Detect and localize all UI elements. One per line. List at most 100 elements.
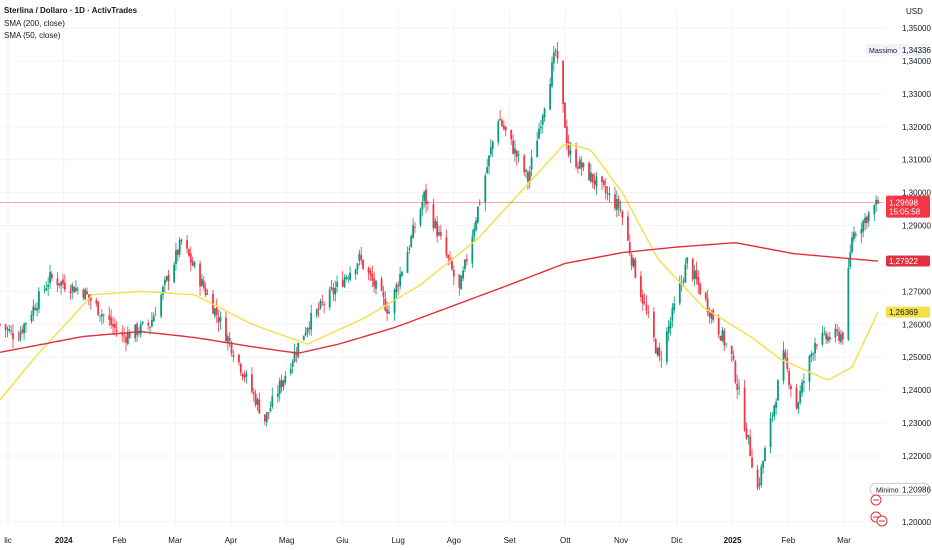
max-tag-bg xyxy=(866,43,928,56)
candle-body xyxy=(834,328,837,338)
price-tick-label: 1,27000 xyxy=(902,287,931,296)
candle-body xyxy=(308,327,311,329)
price-tick-label: 1,31000 xyxy=(902,156,931,165)
candle-body xyxy=(34,307,37,310)
candle-body xyxy=(373,278,376,287)
candle-body xyxy=(362,259,364,269)
candle-body xyxy=(304,332,307,336)
candle-body xyxy=(60,281,63,286)
candle-body xyxy=(191,260,194,266)
candle-body xyxy=(751,457,753,468)
time-axis[interactable]: lic 2024 Feb Mar Apr Mag Giu Lug Ago Set Ott Nov Dic… xyxy=(0,530,932,550)
candle-body xyxy=(245,373,248,377)
candle-body xyxy=(710,312,713,319)
candle-body xyxy=(421,201,424,210)
time-tick-label: Ago xyxy=(447,536,462,545)
candle-body xyxy=(125,337,127,343)
candle-body xyxy=(354,269,357,275)
candle-body xyxy=(451,261,453,270)
candle-body xyxy=(410,236,413,247)
symbol-title[interactable]: Sterlina / Dollaro · 1D · ActivTrades xyxy=(4,6,137,15)
last-price-value: 1,29698 xyxy=(889,199,918,208)
candle-body xyxy=(873,205,876,215)
candle-body xyxy=(706,298,709,312)
candle-body xyxy=(512,140,514,154)
candle-body xyxy=(384,298,387,311)
candle-body xyxy=(323,304,326,305)
event-badges[interactable] xyxy=(870,494,888,527)
candle-body xyxy=(730,345,733,355)
candle-body xyxy=(30,315,33,322)
candle-body xyxy=(478,203,481,205)
candle-body xyxy=(341,280,344,287)
candle-body xyxy=(58,283,61,286)
candle-body xyxy=(549,84,552,110)
sma50-line xyxy=(0,143,879,401)
candle-body xyxy=(95,300,98,304)
candle-body xyxy=(71,284,74,292)
candle-body xyxy=(306,327,309,333)
candle-body xyxy=(319,300,322,309)
candle-body xyxy=(491,141,494,149)
candle-body xyxy=(684,264,687,283)
candle-body xyxy=(673,303,676,310)
candle-body xyxy=(265,412,268,423)
indicator-sma50-label: SMA (50, close) xyxy=(4,31,61,40)
candle-body xyxy=(591,173,594,183)
price-tick-label: 1,26000 xyxy=(902,320,931,329)
candle-body xyxy=(797,402,800,410)
candle-body xyxy=(397,285,400,287)
candle-body xyxy=(175,250,177,265)
candle-body xyxy=(552,52,555,64)
time-tick-label: Nov xyxy=(614,536,628,545)
candle-body xyxy=(432,204,435,229)
candle-body xyxy=(554,50,557,52)
candle-body xyxy=(749,436,752,456)
candle-body xyxy=(345,277,348,279)
sma50-value-bg xyxy=(886,306,930,318)
candle-body xyxy=(580,161,583,169)
candle-body xyxy=(460,276,463,290)
candle-body xyxy=(632,258,635,267)
sma200-value: 1,27922 xyxy=(889,257,918,266)
candle-body xyxy=(414,227,416,229)
candle-body xyxy=(21,329,24,333)
candle-body xyxy=(84,289,87,300)
candle-body xyxy=(243,374,246,378)
candle-body xyxy=(217,317,220,323)
candle-body xyxy=(43,289,46,290)
chart-grid xyxy=(0,10,884,530)
candle-body xyxy=(682,280,685,282)
candle-body xyxy=(332,287,335,294)
candle-body xyxy=(578,159,581,169)
candle-body xyxy=(621,211,624,218)
candle-body xyxy=(595,176,598,187)
candle-body xyxy=(251,374,253,392)
candle-body xyxy=(62,279,64,284)
indicator-sma50[interactable]: SMA (50, close) xyxy=(4,31,60,40)
candle-body xyxy=(669,321,672,329)
candle-body xyxy=(660,358,663,360)
candle-body xyxy=(56,278,59,286)
candle-body xyxy=(278,381,281,395)
candle-body xyxy=(139,323,142,335)
candle-body xyxy=(328,289,331,308)
candle-body xyxy=(17,339,20,341)
time-tick-label: 2024 xyxy=(55,536,73,545)
time-tick-label: Mag xyxy=(279,536,295,545)
candle-body xyxy=(743,387,746,431)
candle-body xyxy=(110,317,113,325)
candle-body xyxy=(760,466,763,486)
candle-body xyxy=(302,335,305,341)
indicator-sma200[interactable]: SMA (200, close) xyxy=(4,19,65,28)
candle-body xyxy=(284,375,287,383)
time-tick-label: Giu xyxy=(336,536,348,545)
candle-body xyxy=(367,268,370,273)
candle-body xyxy=(840,334,842,342)
candle-body xyxy=(667,326,670,334)
candle-body xyxy=(501,120,503,127)
candle-body xyxy=(747,434,750,437)
candle-body xyxy=(401,271,403,276)
price-axis[interactable]: USD 1,35000 1,34000 1,33000 1,32000 1,31000 1,… xyxy=(884,0,932,550)
